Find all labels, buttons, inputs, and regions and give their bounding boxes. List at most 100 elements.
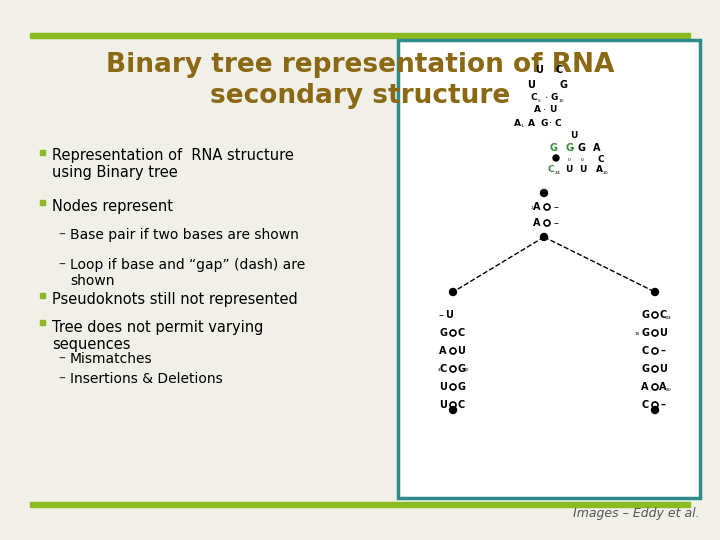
Circle shape [449,407,456,414]
Text: –: – [58,228,65,242]
Bar [30,33,690,38]
Circle shape [541,233,547,240]
Text: A: A [534,105,541,114]
Text: ₂₀: ₂₀ [665,386,671,392]
Text: U: U [580,165,587,174]
Text: –: – [438,310,444,320]
Circle shape [652,384,658,390]
Circle shape [553,155,559,161]
Circle shape [652,348,658,354]
Text: U: U [570,131,577,139]
Circle shape [450,366,456,372]
Text: G: G [565,143,573,153]
Circle shape [652,402,658,408]
Text: Tree does not permit varying
sequences: Tree does not permit varying sequences [52,320,264,353]
Circle shape [541,190,547,197]
Text: ₄: ₄ [438,366,441,372]
Text: –: – [660,400,665,410]
Circle shape [652,330,658,336]
Text: –: – [554,218,559,228]
Text: –: – [660,346,665,356]
Bar [398,40,700,498]
Text: Insertions & Deletions: Insertions & Deletions [70,372,222,386]
Text: C: C [457,328,464,338]
Text: G: G [560,80,568,90]
Circle shape [652,407,659,414]
Text: ₅: ₅ [538,97,541,103]
Circle shape [450,330,456,336]
Text: C: C [642,400,649,410]
Text: –: – [58,258,65,272]
Text: ₁: ₁ [521,122,523,128]
Bar [40,293,45,298]
Circle shape [450,384,456,390]
Text: U: U [527,80,535,90]
Text: U: U [445,310,453,320]
Text: ·: · [544,105,546,115]
Text: Base pair if two bases are shown: Base pair if two bases are shown [70,228,299,242]
Text: A: A [593,143,600,153]
Text: –: – [554,202,559,212]
Text: A: A [660,382,667,392]
Text: G: G [578,143,586,153]
Text: C: C [548,165,554,174]
Text: U: U [439,382,447,392]
Text: A: A [595,165,603,174]
Text: Binary tree representation of RNA
secondary structure: Binary tree representation of RNA second… [106,52,614,109]
Text: C: C [598,154,604,164]
Text: U: U [535,65,543,75]
Circle shape [450,402,456,408]
Text: Representation of  RNA structure
using Binary tree: Representation of RNA structure using Bi… [52,148,294,180]
Text: Images – Eddy et al.: Images – Eddy et al. [573,507,700,520]
Circle shape [652,312,658,318]
Text: ₁₀: ₁₀ [558,97,564,103]
Text: G: G [550,93,558,103]
Text: A: A [642,382,649,392]
Text: C: C [660,310,667,320]
Text: G: G [457,382,465,392]
Text: ᶜ: ᶜ [572,147,575,153]
Text: U: U [565,165,572,174]
Circle shape [450,348,456,354]
Circle shape [449,288,456,295]
Text: C: C [642,346,649,356]
Circle shape [544,220,550,226]
Text: ₁: ₁ [531,204,534,210]
Text: A: A [534,218,541,228]
Text: A: A [439,346,446,356]
Text: ₁₅: ₁₅ [634,330,640,336]
Text: A: A [513,118,521,127]
Text: U: U [439,400,447,410]
Text: Mismatches: Mismatches [70,352,153,366]
Text: ·: · [546,93,549,103]
Text: Loop if base and “gap” (dash) are
shown: Loop if base and “gap” (dash) are shown [70,258,305,288]
Text: ₂₃: ₂₃ [554,169,560,175]
Text: G: G [641,364,649,374]
Text: G: G [540,118,548,127]
Text: U: U [549,105,557,114]
Bar [40,150,45,154]
Text: ₀: ₀ [567,156,570,162]
Text: G: G [550,143,558,153]
Text: U: U [659,364,667,374]
Text: Pseudoknots still not represented: Pseudoknots still not represented [52,292,298,307]
Text: G: G [457,364,465,374]
Text: U: U [659,328,667,338]
Text: G: G [641,328,649,338]
Text: C: C [439,364,446,374]
Text: –: – [58,352,65,366]
Text: C: C [531,93,537,103]
Text: G: G [439,328,447,338]
Bar [30,502,690,507]
Text: C: C [457,400,464,410]
Circle shape [544,204,550,210]
Text: ₀: ₀ [580,156,583,162]
Text: ₂₃: ₂₃ [665,314,671,320]
Text: ·: · [549,118,552,128]
Text: C: C [555,65,562,75]
Circle shape [652,288,659,295]
Text: U: U [457,346,465,356]
Text: A: A [528,118,534,127]
Bar [40,320,45,325]
Text: A: A [534,202,541,212]
